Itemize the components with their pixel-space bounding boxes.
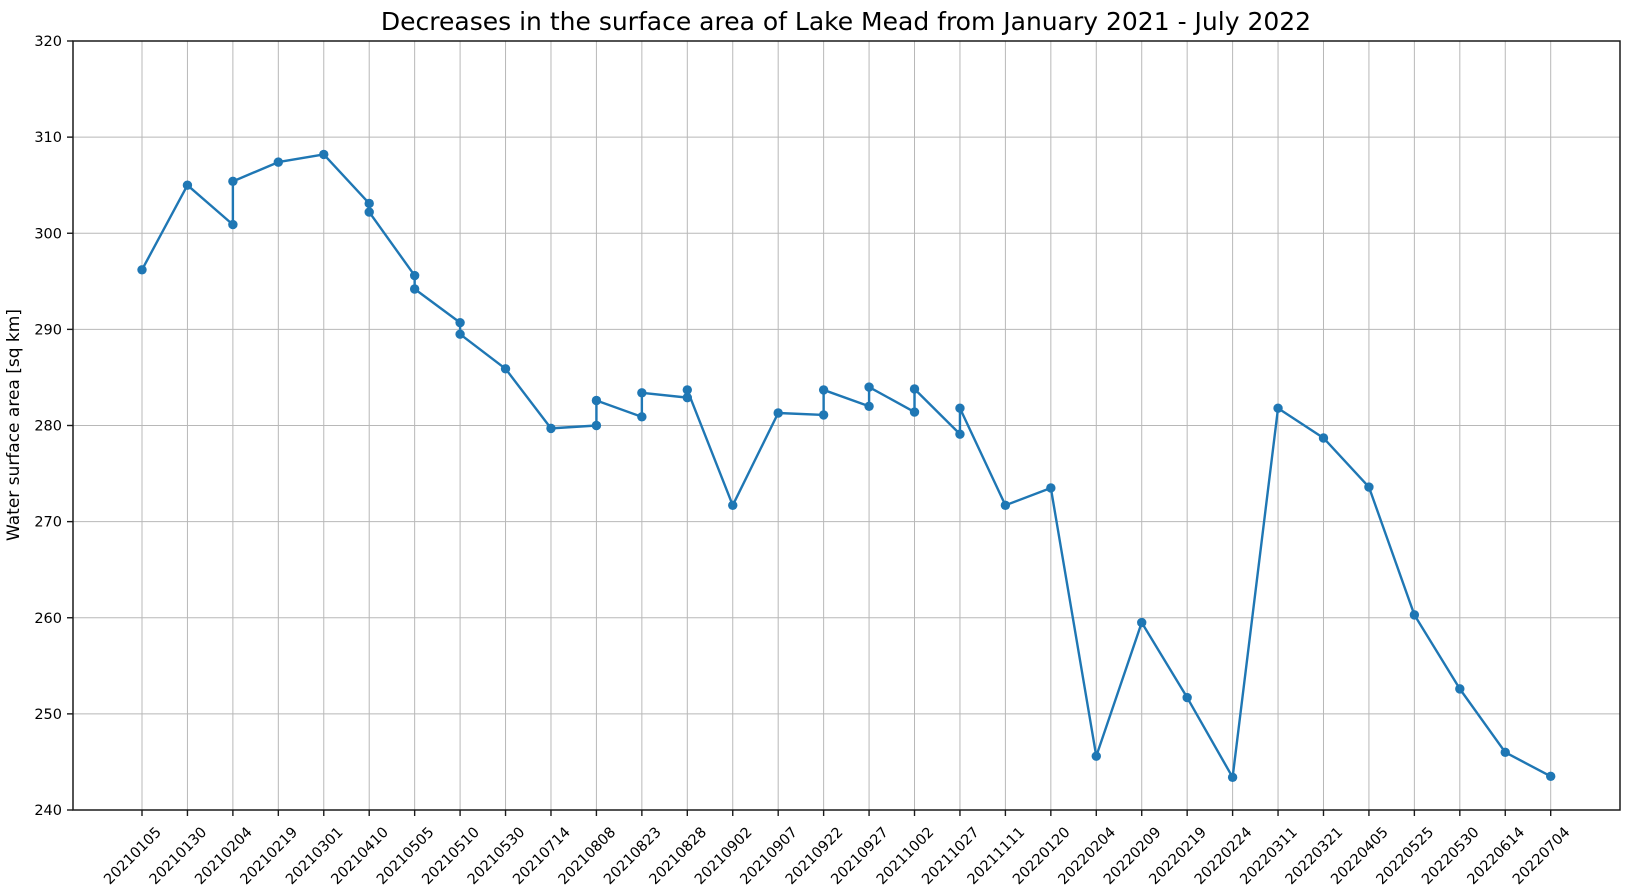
data-point-marker bbox=[1273, 403, 1283, 413]
data-point-marker bbox=[773, 408, 783, 418]
data-point-marker bbox=[818, 385, 829, 395]
data-point-marker bbox=[1500, 747, 1510, 758]
data-point-marker bbox=[909, 407, 920, 417]
data-point-marker bbox=[1409, 610, 1420, 620]
data-point-marker bbox=[228, 219, 238, 230]
data-point-marker bbox=[955, 403, 965, 413]
axes: 2402502602702802903003103202021010520210… bbox=[34, 34, 1621, 888]
data-point-marker bbox=[1000, 500, 1011, 510]
y-axis-label: Water surface area [sq km] bbox=[4, 309, 24, 541]
data-point-marker bbox=[1546, 771, 1556, 782]
data-point-marker bbox=[682, 385, 693, 395]
data-point-marker bbox=[1091, 751, 1101, 761]
data-point-marker bbox=[818, 410, 829, 420]
data-point-marker bbox=[182, 180, 193, 190]
y-tick-label: 300 bbox=[34, 226, 62, 242]
y-tick-label: 290 bbox=[34, 322, 62, 338]
y-tick-label: 270 bbox=[34, 515, 62, 531]
data-point-marker bbox=[955, 429, 965, 439]
data-point-marker bbox=[1137, 617, 1147, 628]
data-point-marker bbox=[864, 382, 874, 392]
chart-title: Decreases in the surface area of Lake Me… bbox=[381, 7, 1311, 36]
y-tick-label: 240 bbox=[34, 803, 62, 819]
data-point-marker bbox=[682, 392, 693, 403]
data-point-marker bbox=[1227, 772, 1238, 783]
data-point-marker bbox=[228, 176, 238, 187]
data-point-marker bbox=[909, 384, 920, 394]
data-point-marker bbox=[637, 412, 647, 422]
y-tick-label: 250 bbox=[34, 707, 62, 723]
data-point-marker bbox=[728, 500, 738, 510]
data-point-marker bbox=[455, 317, 465, 328]
data-series bbox=[137, 149, 1556, 783]
gridlines bbox=[73, 40, 1620, 811]
data-point-marker bbox=[364, 198, 374, 209]
y-tick-label: 280 bbox=[34, 419, 62, 435]
data-point-marker bbox=[409, 284, 420, 294]
data-point-marker bbox=[591, 395, 602, 406]
data-point-marker bbox=[546, 423, 556, 434]
y-tick-label: 260 bbox=[34, 611, 62, 627]
y-tick-label: 320 bbox=[34, 34, 62, 50]
data-point-marker bbox=[273, 157, 284, 167]
data-point-marker bbox=[409, 270, 420, 281]
data-point-marker bbox=[1455, 684, 1465, 694]
data-point-marker bbox=[1046, 483, 1056, 493]
data-point-marker bbox=[864, 401, 874, 411]
data-point-marker bbox=[1364, 482, 1374, 492]
data-point-marker bbox=[1318, 433, 1329, 443]
data-point-marker bbox=[1182, 692, 1192, 703]
series-line bbox=[140, 153, 1552, 779]
data-point-marker bbox=[591, 420, 602, 431]
data-point-marker bbox=[319, 149, 329, 160]
data-point-marker bbox=[500, 364, 511, 374]
y-tick-label: 310 bbox=[34, 130, 62, 146]
data-point-marker bbox=[637, 388, 647, 398]
data-point-marker bbox=[364, 207, 374, 217]
data-point-marker bbox=[137, 265, 147, 275]
data-point-marker bbox=[455, 329, 465, 339]
